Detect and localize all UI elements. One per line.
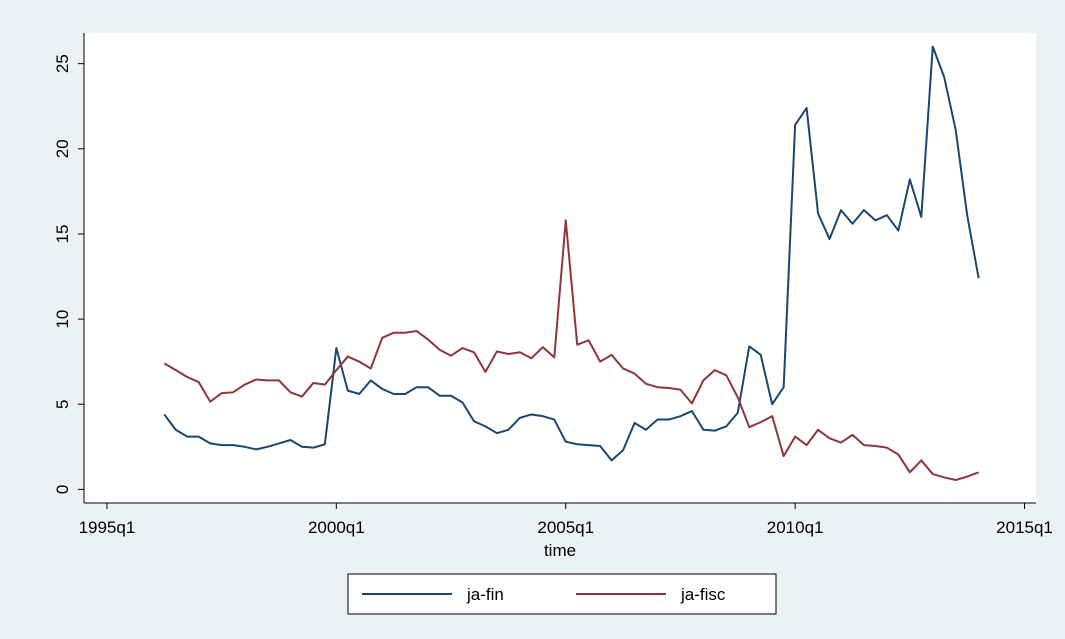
y-tick-label: 5 bbox=[53, 399, 72, 408]
y-tick-label: 0 bbox=[53, 485, 72, 494]
legend-label: ja-fin bbox=[466, 585, 504, 604]
series-line bbox=[163, 219, 979, 482]
x-axis-title: time bbox=[544, 541, 576, 560]
legend-label: ja-fisc bbox=[680, 585, 726, 604]
series-line bbox=[163, 45, 980, 462]
y-tick-label: 25 bbox=[53, 54, 72, 73]
x-tick-label: 2005q1 bbox=[537, 518, 594, 537]
y-tick-label: 20 bbox=[53, 139, 72, 158]
x-tick-label: 1995q1 bbox=[79, 518, 136, 537]
y-tick-label: 15 bbox=[53, 224, 72, 243]
y-tick-label: 10 bbox=[53, 310, 72, 329]
x-tick-label: 2015q1 bbox=[996, 518, 1053, 537]
x-tick-label: 2010q1 bbox=[767, 518, 824, 537]
x-tick-label: 2000q1 bbox=[308, 518, 365, 537]
plot-area bbox=[84, 33, 1036, 503]
